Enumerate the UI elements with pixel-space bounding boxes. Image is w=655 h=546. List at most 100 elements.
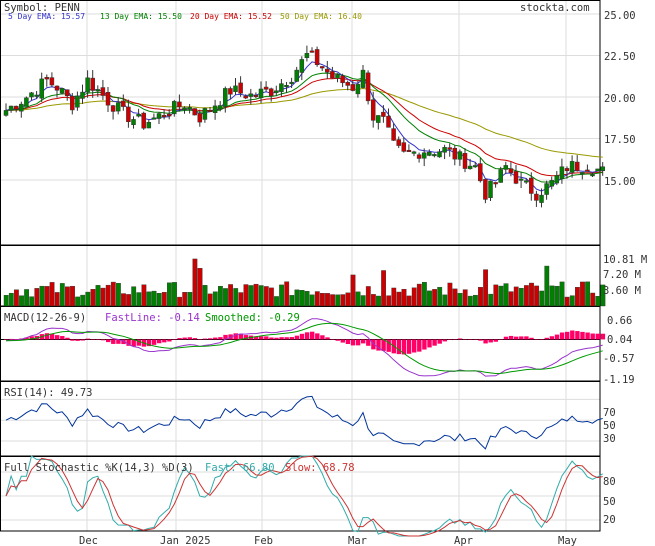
volume-tick-low: 3.60 M	[603, 285, 641, 297]
volume-bar	[493, 284, 499, 307]
volume-bar	[416, 283, 422, 307]
macd-hist-bar	[65, 337, 70, 340]
candle-body	[447, 147, 452, 150]
macd-hist-bar	[55, 335, 60, 340]
volume-bar	[141, 284, 147, 307]
macd-hist-bar	[223, 334, 228, 340]
macd-slow-line	[5, 322, 603, 375]
volume-bar	[585, 281, 591, 307]
candle-body	[508, 168, 514, 173]
volume-bar	[197, 268, 203, 307]
volume-bar	[427, 290, 432, 307]
candle-body	[156, 113, 162, 119]
volume-bar	[182, 292, 188, 307]
rsi-tick-50: 50	[603, 420, 616, 432]
candle-body	[263, 86, 269, 90]
macd-hist-bar	[44, 333, 50, 340]
candle-body	[126, 106, 131, 123]
candle-body	[182, 107, 187, 110]
candle-body	[90, 77, 95, 91]
macd-hist-bar	[80, 339, 85, 341]
rsi-line	[5, 395, 603, 450]
candle-body	[421, 152, 427, 159]
candle-body	[279, 83, 284, 93]
candle-body	[432, 154, 437, 157]
stoch-fast-label: Fast: 66.80	[205, 462, 275, 474]
macd-hist-bar	[75, 339, 80, 341]
macd-hist-bar	[600, 333, 606, 340]
macd-hist-bar	[498, 339, 504, 340]
volume-bar	[34, 288, 40, 307]
macd-hist-bar	[197, 339, 203, 340]
panel-frames	[0, 0, 601, 532]
macd-hist-bar	[60, 336, 65, 340]
volume-bar	[498, 285, 504, 307]
volume-bar	[49, 282, 55, 307]
x-label-jan: Jan 2025	[160, 535, 211, 546]
volume-bar	[223, 288, 228, 307]
macd-hist-bar	[508, 335, 514, 340]
volume-bar	[136, 292, 142, 307]
macd-smoothed-label: Smoothed: -0.29	[205, 312, 300, 324]
volume-bar	[473, 294, 478, 307]
volume-bar	[258, 285, 264, 307]
macd-hist-bar	[381, 339, 386, 351]
candle-body	[335, 74, 340, 79]
candle-body	[131, 119, 136, 125]
macd-hist-bar	[463, 339, 468, 340]
volume-tick-high: 10.81 M	[603, 254, 647, 266]
volume-bar	[95, 285, 101, 307]
volume-bar	[529, 282, 534, 307]
candle-body	[360, 69, 366, 88]
volume-bar	[513, 286, 519, 307]
candle-body	[457, 151, 463, 160]
candle-body	[34, 94, 39, 97]
volume-bar	[467, 295, 473, 307]
volume-bar	[8, 292, 14, 307]
ema20-label: 20 Day EMA: 15.52	[190, 12, 272, 21]
volume-bar	[151, 290, 157, 307]
candle-body	[437, 151, 442, 158]
macd-hist-bar	[401, 339, 407, 355]
macd-hist-bar	[157, 339, 162, 344]
candle-body	[207, 110, 213, 113]
macd-histogram	[0, 330, 606, 355]
candle-body	[115, 102, 121, 112]
macd-hist-bar	[432, 339, 437, 346]
ema50-line	[5, 87, 603, 158]
ema13-label: 13 Day EMA: 15.50	[100, 12, 182, 21]
macd-hist-bar	[340, 339, 345, 343]
volume-bar	[44, 286, 50, 307]
candle-body	[233, 85, 238, 92]
volume-bar	[64, 286, 70, 307]
candle-body	[574, 161, 580, 172]
volume-bar	[105, 284, 111, 307]
candle-body	[39, 78, 44, 99]
volume-bar	[238, 292, 244, 307]
volume-bar	[590, 292, 596, 307]
volume-bar	[59, 283, 65, 307]
candle-body	[217, 105, 223, 110]
macd-hist-bar	[488, 339, 493, 343]
macd-hist-bar	[503, 336, 509, 340]
volume-bar	[345, 292, 351, 307]
macd-hist-bar	[9, 338, 14, 340]
macd-hist-bar	[131, 339, 136, 347]
macd-hist-bar	[355, 339, 361, 346]
volume-bar	[569, 295, 575, 307]
x-label-feb: Feb	[254, 535, 273, 546]
macd-hist-bar	[310, 331, 315, 340]
macd-hist-bar	[116, 339, 121, 344]
macd-hist-bar	[182, 337, 187, 340]
macd-hist-bar	[294, 335, 300, 340]
macd-hist-bar	[371, 339, 376, 350]
macd-hist-bar	[264, 336, 269, 340]
volume-bar	[243, 284, 249, 307]
vertical-gridlines	[86, 0, 567, 531]
macd-hist-bar	[243, 335, 249, 340]
macd-lines	[5, 318, 603, 377]
macd-hist-bar	[299, 333, 305, 340]
volume-bar	[564, 296, 570, 307]
